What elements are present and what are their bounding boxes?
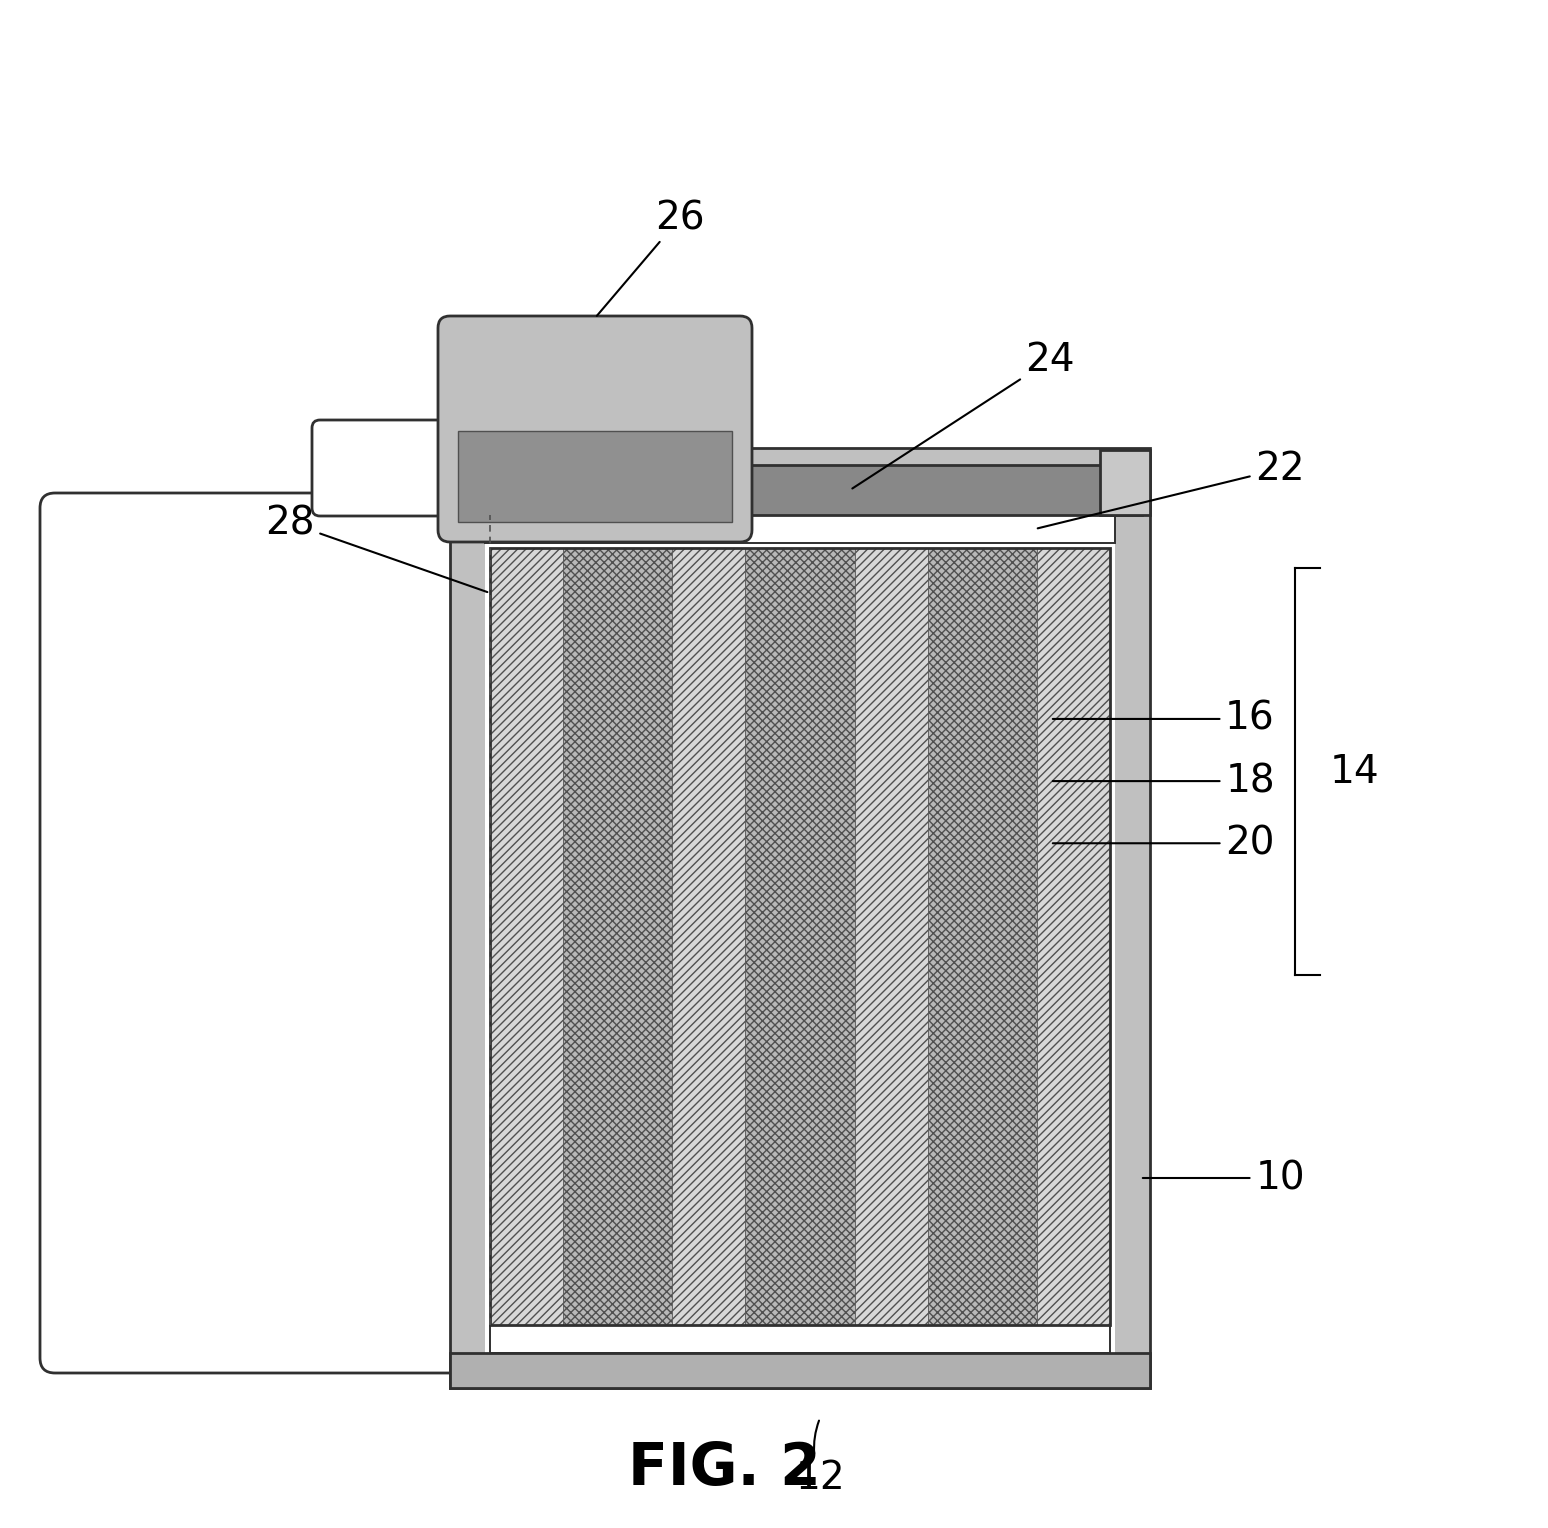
Bar xyxy=(491,1325,1110,1352)
Text: 22: 22 xyxy=(1037,451,1305,529)
Text: 16: 16 xyxy=(1053,700,1276,738)
Text: 20: 20 xyxy=(1053,824,1274,862)
Text: 24: 24 xyxy=(853,341,1074,489)
Bar xyxy=(491,549,563,1325)
Bar xyxy=(450,448,1150,1387)
Bar xyxy=(854,549,927,1325)
Bar xyxy=(1037,549,1110,1325)
Bar xyxy=(1101,451,1150,515)
Bar xyxy=(927,549,1037,1325)
Text: 14: 14 xyxy=(1330,753,1379,790)
Bar xyxy=(672,549,745,1325)
FancyBboxPatch shape xyxy=(313,420,508,516)
Bar xyxy=(745,549,854,1325)
Bar xyxy=(458,431,732,523)
FancyBboxPatch shape xyxy=(438,316,752,542)
Bar xyxy=(491,549,1110,1325)
Bar xyxy=(485,542,1115,1352)
Bar xyxy=(320,428,500,507)
Text: FIG. 2: FIG. 2 xyxy=(627,1439,820,1496)
Text: 10: 10 xyxy=(1142,1160,1305,1196)
Text: 18: 18 xyxy=(1053,762,1276,801)
Text: 12: 12 xyxy=(796,1421,845,1497)
Bar xyxy=(450,1352,1150,1387)
Text: 28: 28 xyxy=(265,504,488,591)
Bar xyxy=(458,465,1142,515)
Bar xyxy=(563,549,672,1325)
Text: 26: 26 xyxy=(598,199,704,316)
FancyBboxPatch shape xyxy=(40,494,515,1374)
Bar xyxy=(485,515,1115,542)
